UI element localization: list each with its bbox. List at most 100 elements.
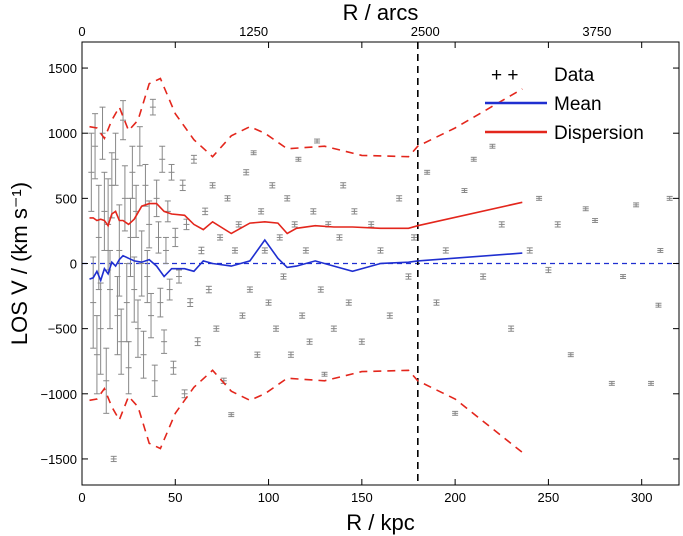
data-point [470,156,477,162]
data-point [110,455,117,463]
data-point [159,145,166,173]
x-tick-label: 50 [168,490,182,505]
dispersion-band-lower-line [89,369,523,454]
data-point [228,412,235,418]
data-point [144,249,151,304]
data-point [125,341,132,395]
data-point [106,249,113,330]
data-point [198,246,205,255]
data-point [168,163,175,181]
y-tick-label: 500 [55,191,77,206]
data-point [99,106,106,160]
data-point [424,169,431,175]
data-point [129,145,136,199]
data-point [269,182,276,189]
data-point [608,380,615,386]
data-point [138,230,145,297]
data-point [161,329,168,354]
legend-marker: + + [491,65,518,86]
data-point [134,299,141,358]
data-point [235,221,242,228]
data-point [295,156,302,162]
data-point [287,351,294,358]
data-point [202,207,209,216]
x-tick-label: 0 [78,490,85,505]
data-point [131,256,138,323]
data-point [545,266,552,274]
data-point [149,98,156,116]
data-point [179,179,186,192]
data-point [582,206,589,212]
legend-label: Dispersion [554,123,644,144]
data-point [452,410,459,416]
data-point [567,352,574,358]
data-point [176,269,183,284]
data-point [224,195,231,202]
data-point [187,298,194,307]
data-point [310,208,317,215]
data-point [97,282,104,375]
data-point [213,325,220,332]
y-tick-label: −500 [48,322,77,337]
data-point [299,312,306,319]
data-point [592,218,599,223]
y-tick-label: 1500 [48,61,77,76]
data-point [246,286,253,293]
data-point [183,218,190,231]
mean-line [89,238,523,283]
data-point [358,338,365,345]
data-point [405,273,412,280]
x-top-tick-label: 2500 [411,24,440,39]
data-point [317,286,324,293]
data-point [276,234,283,241]
x-top-tick-label: 0 [78,24,85,39]
data-point [162,236,169,264]
data-point [112,132,119,186]
data-point [480,273,487,280]
data-point [261,247,268,254]
data-point [302,247,309,254]
data-point [170,360,177,375]
data-point [148,292,155,339]
data-point [103,347,110,414]
data-point [321,371,328,377]
legend-entry: Dispersion [485,123,644,144]
legend-label: Mean [554,94,602,115]
data-point [526,247,533,254]
data-point [633,202,640,208]
data-point [461,188,468,193]
data-points [88,98,673,463]
data-point [314,138,321,144]
data-point [153,179,160,218]
data-point [620,274,627,279]
data-point [190,154,197,164]
data-point [554,221,561,228]
data-point [345,299,352,306]
y-tick-label: 1000 [48,126,77,141]
data-point [258,208,265,215]
data-point [340,182,347,189]
data-point [411,234,418,241]
data-point [217,234,224,241]
data-point [655,302,662,308]
x-tick-label: 300 [631,490,653,505]
x-top-axis-title: R / arcs [343,0,419,25]
data-point [291,221,298,228]
x-top-tick-label: 3750 [582,24,611,39]
data-point [648,380,655,386]
data-point [442,247,449,254]
data-point [666,195,673,201]
series-lines [89,77,523,454]
data-point [88,132,95,212]
data-point [181,389,188,399]
data-point [243,169,250,176]
data-point [433,299,440,306]
data-point [351,208,358,215]
data-point [273,325,280,332]
legend-label: Data [554,65,595,86]
data-point [250,150,257,156]
data-point [92,113,99,180]
x-tick-label: 100 [258,490,280,505]
data-point [205,285,212,294]
